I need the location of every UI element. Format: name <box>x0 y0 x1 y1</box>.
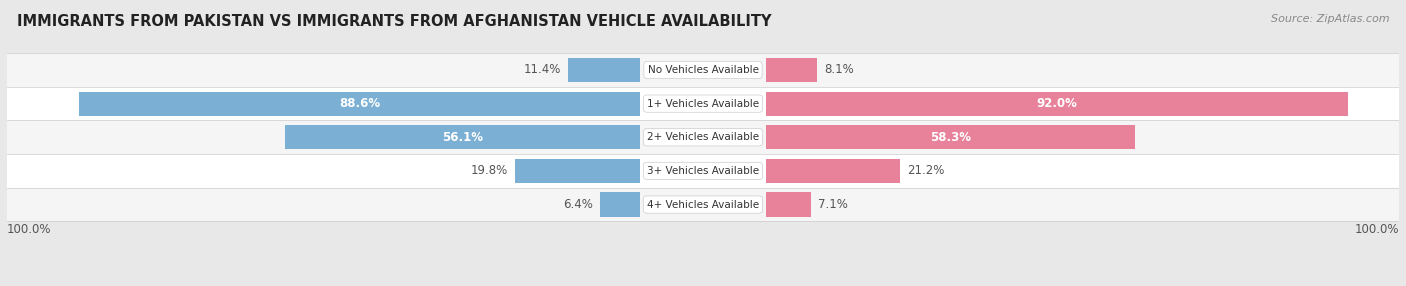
Text: 56.1%: 56.1% <box>443 131 484 144</box>
Text: 92.0%: 92.0% <box>1036 97 1077 110</box>
Text: 88.6%: 88.6% <box>339 97 381 110</box>
Text: 8.1%: 8.1% <box>824 63 853 76</box>
Text: 58.3%: 58.3% <box>929 131 970 144</box>
Bar <box>7 53 1399 87</box>
Text: Source: ZipAtlas.com: Source: ZipAtlas.com <box>1271 14 1389 24</box>
Text: 6.4%: 6.4% <box>562 198 593 211</box>
Bar <box>515 159 640 183</box>
Bar <box>766 125 1135 149</box>
Bar <box>766 58 817 82</box>
Text: 21.2%: 21.2% <box>907 164 945 177</box>
Text: 3+ Vehicles Available: 3+ Vehicles Available <box>647 166 759 176</box>
Text: 11.4%: 11.4% <box>524 63 561 76</box>
Bar <box>600 192 640 217</box>
Bar <box>7 188 1399 221</box>
Text: 1+ Vehicles Available: 1+ Vehicles Available <box>647 99 759 109</box>
Bar <box>7 87 1399 120</box>
Text: 19.8%: 19.8% <box>471 164 508 177</box>
Text: 100.0%: 100.0% <box>7 223 52 236</box>
Bar <box>766 192 811 217</box>
Text: 100.0%: 100.0% <box>1354 223 1399 236</box>
Bar <box>79 92 640 116</box>
Bar <box>285 125 640 149</box>
Legend: Immigrants from Pakistan, Immigrants from Afghanistan: Immigrants from Pakistan, Immigrants fro… <box>495 283 911 286</box>
Text: 7.1%: 7.1% <box>817 198 848 211</box>
Text: IMMIGRANTS FROM PAKISTAN VS IMMIGRANTS FROM AFGHANISTAN VEHICLE AVAILABILITY: IMMIGRANTS FROM PAKISTAN VS IMMIGRANTS F… <box>17 14 772 29</box>
Bar <box>7 120 1399 154</box>
Text: No Vehicles Available: No Vehicles Available <box>648 65 758 75</box>
Text: 4+ Vehicles Available: 4+ Vehicles Available <box>647 200 759 210</box>
Bar <box>766 159 900 183</box>
Text: 2+ Vehicles Available: 2+ Vehicles Available <box>647 132 759 142</box>
Bar <box>568 58 640 82</box>
Bar <box>7 154 1399 188</box>
Bar <box>766 92 1348 116</box>
